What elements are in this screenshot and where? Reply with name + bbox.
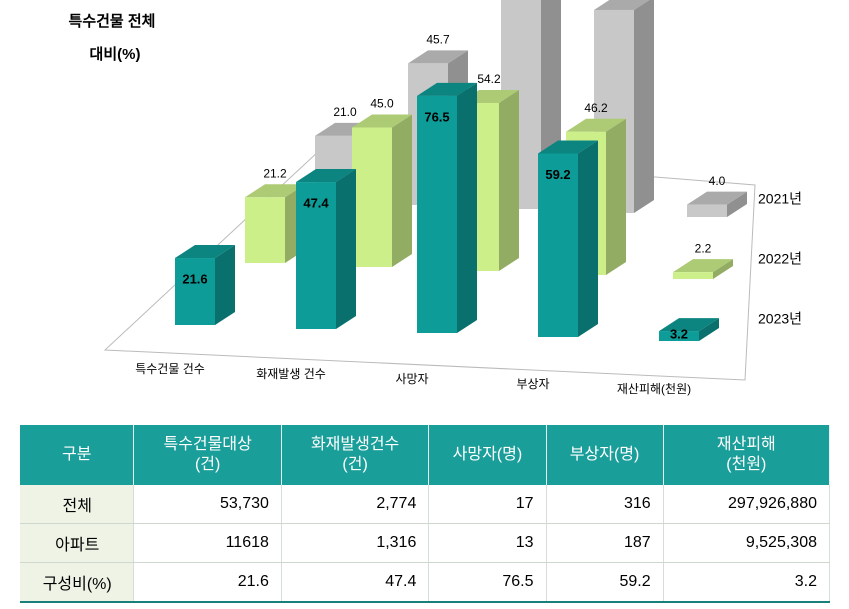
bar-side [699,318,719,341]
bar-side [634,0,654,213]
x-tick-label: 재산피해(천원) [617,381,691,396]
table-cell: 187 [546,523,664,563]
table-cell: 11618 [133,523,282,563]
bar-front [659,331,699,341]
bar-side [392,114,412,267]
data-label: 45.7 [426,33,450,47]
data-label: 54.2 [477,72,501,86]
chart: 특수건물 전체 대비(%) 21.045.773.365.54.02021년21… [69,0,802,396]
bar-top [417,82,477,96]
header-cell: 재산피해 (천원) [663,425,831,485]
chart-title: 특수건물 전체 [69,13,156,30]
bar-top [296,169,356,183]
bar [687,191,747,217]
bar-side [336,169,356,329]
bar-top [408,50,468,64]
bar-side [457,82,477,333]
bar-front [296,182,336,329]
bar-top [352,114,412,128]
header-cell: 화재발생건수 (건) [281,425,430,485]
legend-label: 2021년 [758,191,802,207]
table-row: 구성비(%) 21.6 47.4 76.5 59.2 3.2 [20,562,831,603]
data-label: 45.0 [370,97,394,111]
bar-front [175,258,215,325]
header-cell: 부상자(명) [546,425,664,485]
table-cell: 전체 [20,485,135,524]
x-tick-label: 사망자 [395,372,428,386]
table-cell: 59.2 [546,562,664,603]
legend-label: 2023년 [758,311,802,327]
table-cell: 17 [428,485,547,524]
bar [296,169,356,329]
data-label: 76.5 [424,109,449,124]
table-cell: 1,316 [281,523,430,563]
header-cell: 사망자(명) [428,425,547,485]
table-cell: 구성비(%) [20,562,135,603]
x-tick-label: 화재발생 건수 [256,367,326,381]
bar-top [538,140,598,154]
bar-side [713,259,733,279]
data-label: 3.2 [670,326,688,341]
data-label: 21.2 [263,166,287,180]
bar-top [566,118,626,132]
bar-side [727,191,747,217]
bar [673,259,733,279]
table-cell: 47.4 [281,562,430,603]
table-cell: 3.2 [663,562,831,603]
bar [417,82,477,333]
bar-front [245,197,285,263]
table-cell: 9,525,308 [663,523,831,563]
x-tick-label: 부상자 [516,377,549,391]
bar-front [538,153,578,337]
data-label: 59.2 [545,167,570,182]
header-cell: 특수건물대상 (건) [133,425,282,485]
bar-front [352,127,392,267]
data-label: 21.6 [182,271,207,286]
bar-side [578,140,598,337]
bar [659,318,719,341]
bar [175,245,235,325]
bar-top [673,259,733,273]
data-label: 47.4 [303,195,329,210]
legend-label: 2022년 [758,251,802,267]
data-label: 2.2 [695,241,712,255]
data-label: 46.2 [584,101,608,115]
bar-front [687,204,727,217]
bar-top [175,245,235,259]
table-cell: 아파트 [20,523,135,563]
table-row: 전체 53,730 2,774 17 316 297,926,880 [20,485,831,524]
table-cell: 297,926,880 [663,485,831,524]
header-row: 구분 특수건물대상 (건) 화재발생건수 (건) 사망자(명) 부상자(명) 재산피해 (… [20,425,831,485]
bar-front [417,95,457,333]
table-row: 아파트 11618 1,316 13 187 9,525,308 [20,523,831,563]
bar-top [659,318,719,332]
header-cell: 구분 [20,425,135,485]
table-cell: 13 [428,523,547,563]
table-cell: 53,730 [133,485,282,524]
bar-top [687,191,747,205]
bar-top [245,184,305,198]
data-label: 21.0 [333,105,357,119]
bar-top [594,0,650,10]
table-cell: 21.6 [133,562,282,603]
table-cell: 316 [546,485,664,524]
chart-subtitle: 대비(%) [90,46,141,63]
x-tick-label: 특수건물 건수 [135,362,205,376]
bar [352,114,412,267]
data-table: 구분 특수건물대상 (건) 화재발생건수 (건) 사망자(명) 부상자(명) 재산피해 (… [20,425,831,603]
bar-side [499,89,519,271]
table-cell: 76.5 [428,562,547,603]
table-cell: 2,774 [281,485,430,524]
bar-side [215,245,235,325]
bar-front [673,272,713,279]
bar [538,140,598,337]
bar-side [606,118,626,275]
data-label: 4.0 [709,174,726,188]
